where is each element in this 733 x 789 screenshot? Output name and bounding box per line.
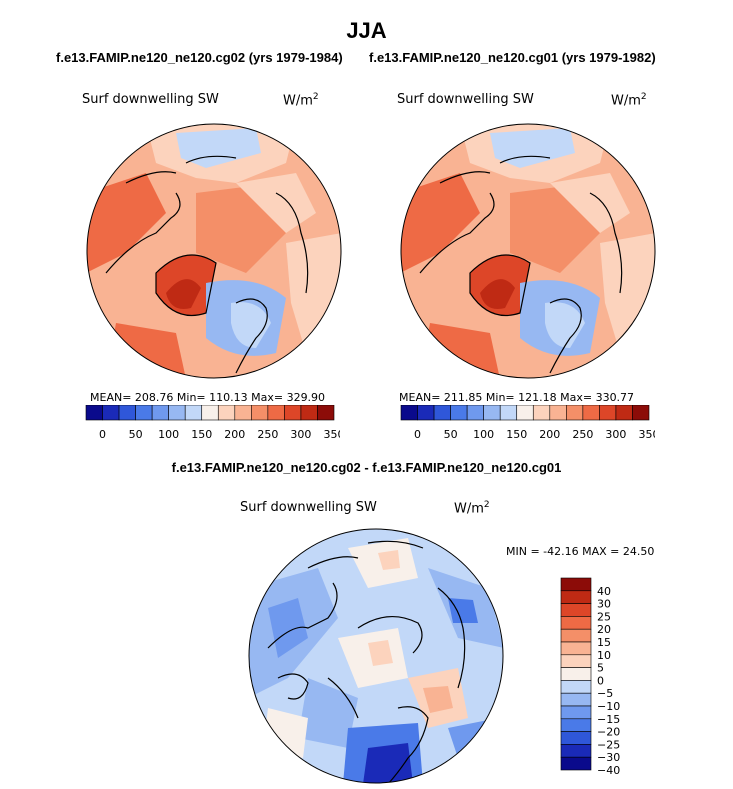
left-colorbar-swatch [102, 405, 120, 421]
diff-colorbar-swatch [560, 641, 592, 656]
left-colorbar-swatch [184, 405, 203, 421]
right-colorbar-swatch [499, 405, 518, 421]
right-colorbar-swatch [532, 405, 551, 421]
left-colorbar-swatch [168, 405, 186, 421]
right-stats: MEAN= 211.85 Min= 121.18 Max= 330.77 [399, 391, 635, 404]
right-colorbar-swatch [400, 405, 418, 421]
diff-colorbar-swatch [560, 744, 592, 758]
left-colorbar-swatch [201, 405, 219, 421]
right-colorbar-tick-label: 250 [572, 428, 593, 441]
left-colorbar: 0 50 100 150 200 250 300 350 [85, 405, 341, 441]
diff-colorbar-tick-label: 25 [597, 610, 611, 623]
left-colorbar-tick-label: 100 [158, 428, 179, 441]
right-colorbar-tick-label: 150 [506, 428, 527, 441]
left-colorbar-swatch [118, 405, 136, 421]
left-stats: MEAN= 208.76 Min= 110.13 Max= 329.90 [90, 391, 326, 404]
left-colorbar-swatch [284, 405, 302, 421]
left-colorbar-tick-label: 0 [99, 428, 106, 441]
diff-colorbar-tick-label: 0 [597, 674, 604, 687]
diff-colorbar-swatch [560, 705, 592, 720]
diff-colorbar-swatch [560, 654, 592, 668]
left-colorbar-swatch [251, 405, 269, 421]
diff-colorbar-tick-label: 5 [597, 662, 604, 675]
left-colorbar-tick-label: 250 [257, 428, 278, 441]
left-colorbar-tick-label: 150 [191, 428, 212, 441]
diff-colorbar-swatch [560, 718, 592, 732]
diff-colorbar-tick-label: −15 [597, 713, 620, 726]
right-colorbar-swatch [483, 405, 501, 421]
right-colorbar-tick-label: 350 [639, 428, 656, 441]
left-colorbar-swatch [85, 405, 103, 421]
left-variable-label: Surf downwelling SW [82, 92, 219, 107]
left-colorbar-swatch [300, 405, 318, 421]
left-colorbar-swatch [135, 405, 153, 421]
diff-colorbar-swatch [560, 731, 592, 745]
diff-variable-label: Surf downwelling SW [240, 500, 377, 515]
right-colorbar-swatch [599, 405, 617, 421]
difference-polar-map [248, 528, 504, 784]
right-colorbar-swatch [433, 405, 451, 421]
left-colorbar-swatch [317, 405, 335, 421]
diff-colorbar-tick-label: 20 [597, 623, 611, 636]
right-colorbar-tick-label: 50 [444, 428, 458, 441]
diff-colorbar-swatch [560, 756, 592, 771]
right-colorbar-swatch [417, 405, 435, 421]
right-colorbar-tick-label: 200 [539, 428, 560, 441]
right-colorbar-tick-label: 0 [414, 428, 421, 441]
left-colorbar-swatch [267, 405, 285, 421]
right-colorbar: 0 50 100 150 200 250 300 350 [400, 405, 656, 441]
right-colorbar-swatch [566, 405, 584, 421]
left-colorbar-tick-label: 50 [129, 428, 143, 441]
left-colorbar-tick-label: 200 [224, 428, 245, 441]
diff-colorbar-tick-label: 10 [597, 649, 611, 662]
right-colorbar-swatch [615, 405, 633, 421]
right-colorbar-swatch [632, 405, 650, 421]
left-units: W/m2 [283, 92, 319, 109]
left-colorbar-tick-label: 300 [290, 428, 311, 441]
diff-colorbar-swatch [560, 667, 592, 681]
diff-units: W/m2 [454, 500, 490, 517]
diff-colorbar-swatch [560, 590, 592, 604]
right-colorbar-swatch [549, 405, 567, 421]
diff-colorbar-swatch [560, 577, 592, 592]
diff-colorbar-swatch [560, 603, 592, 617]
diff-colorbar-tick-label: −25 [597, 738, 620, 751]
left-polar-map [86, 123, 342, 379]
right-colorbar-swatch [450, 405, 468, 421]
right-case-title: f.e13.FAMIP.ne120_ne120.cg01 (yrs 1979-1… [369, 50, 656, 65]
page-title: JJA [346, 18, 387, 43]
right-colorbar-swatch [466, 405, 484, 421]
diff-colorbar-swatch [560, 628, 592, 643]
diff-colorbar-tick-label: 15 [597, 636, 611, 649]
right-colorbar-tick-label: 300 [605, 428, 626, 441]
diff-colorbar-tick-label: −30 [597, 751, 620, 764]
diff-colorbar-swatch [560, 680, 592, 694]
diff-colorbar-swatch [560, 616, 592, 630]
left-colorbar-tick-label: 350 [324, 428, 341, 441]
right-colorbar-swatch [516, 405, 534, 421]
right-colorbar-swatch [582, 405, 600, 421]
diff-colorbar-tick-label: −40 [597, 764, 620, 777]
diff-colorbar-tick-label: −5 [597, 687, 613, 700]
diff-colorbar-tick-label: 30 [597, 598, 611, 611]
right-colorbar-tick-label: 100 [473, 428, 494, 441]
diff-minmax: MIN = -42.16 MAX = 24.50 [506, 545, 655, 558]
diff-colorbar-tick-label: −10 [597, 700, 620, 713]
difference-title: f.e13.FAMIP.ne120_ne120.cg02 - f.e13.FAM… [171, 460, 562, 475]
left-colorbar-swatch [217, 405, 236, 421]
left-colorbar-swatch [151, 405, 169, 421]
diff-colorbar-tick-label: 40 [597, 585, 611, 598]
left-colorbar-swatch [234, 405, 252, 421]
right-variable-label: Surf downwelling SW [397, 92, 534, 107]
right-polar-map [400, 123, 656, 379]
diff-colorbar-swatch [560, 692, 592, 707]
right-units: W/m2 [611, 92, 647, 109]
diff-colorbar-tick-label: −20 [597, 726, 620, 739]
left-case-title: f.e13.FAMIP.ne120_ne120.cg02 (yrs 1979-1… [56, 50, 343, 65]
